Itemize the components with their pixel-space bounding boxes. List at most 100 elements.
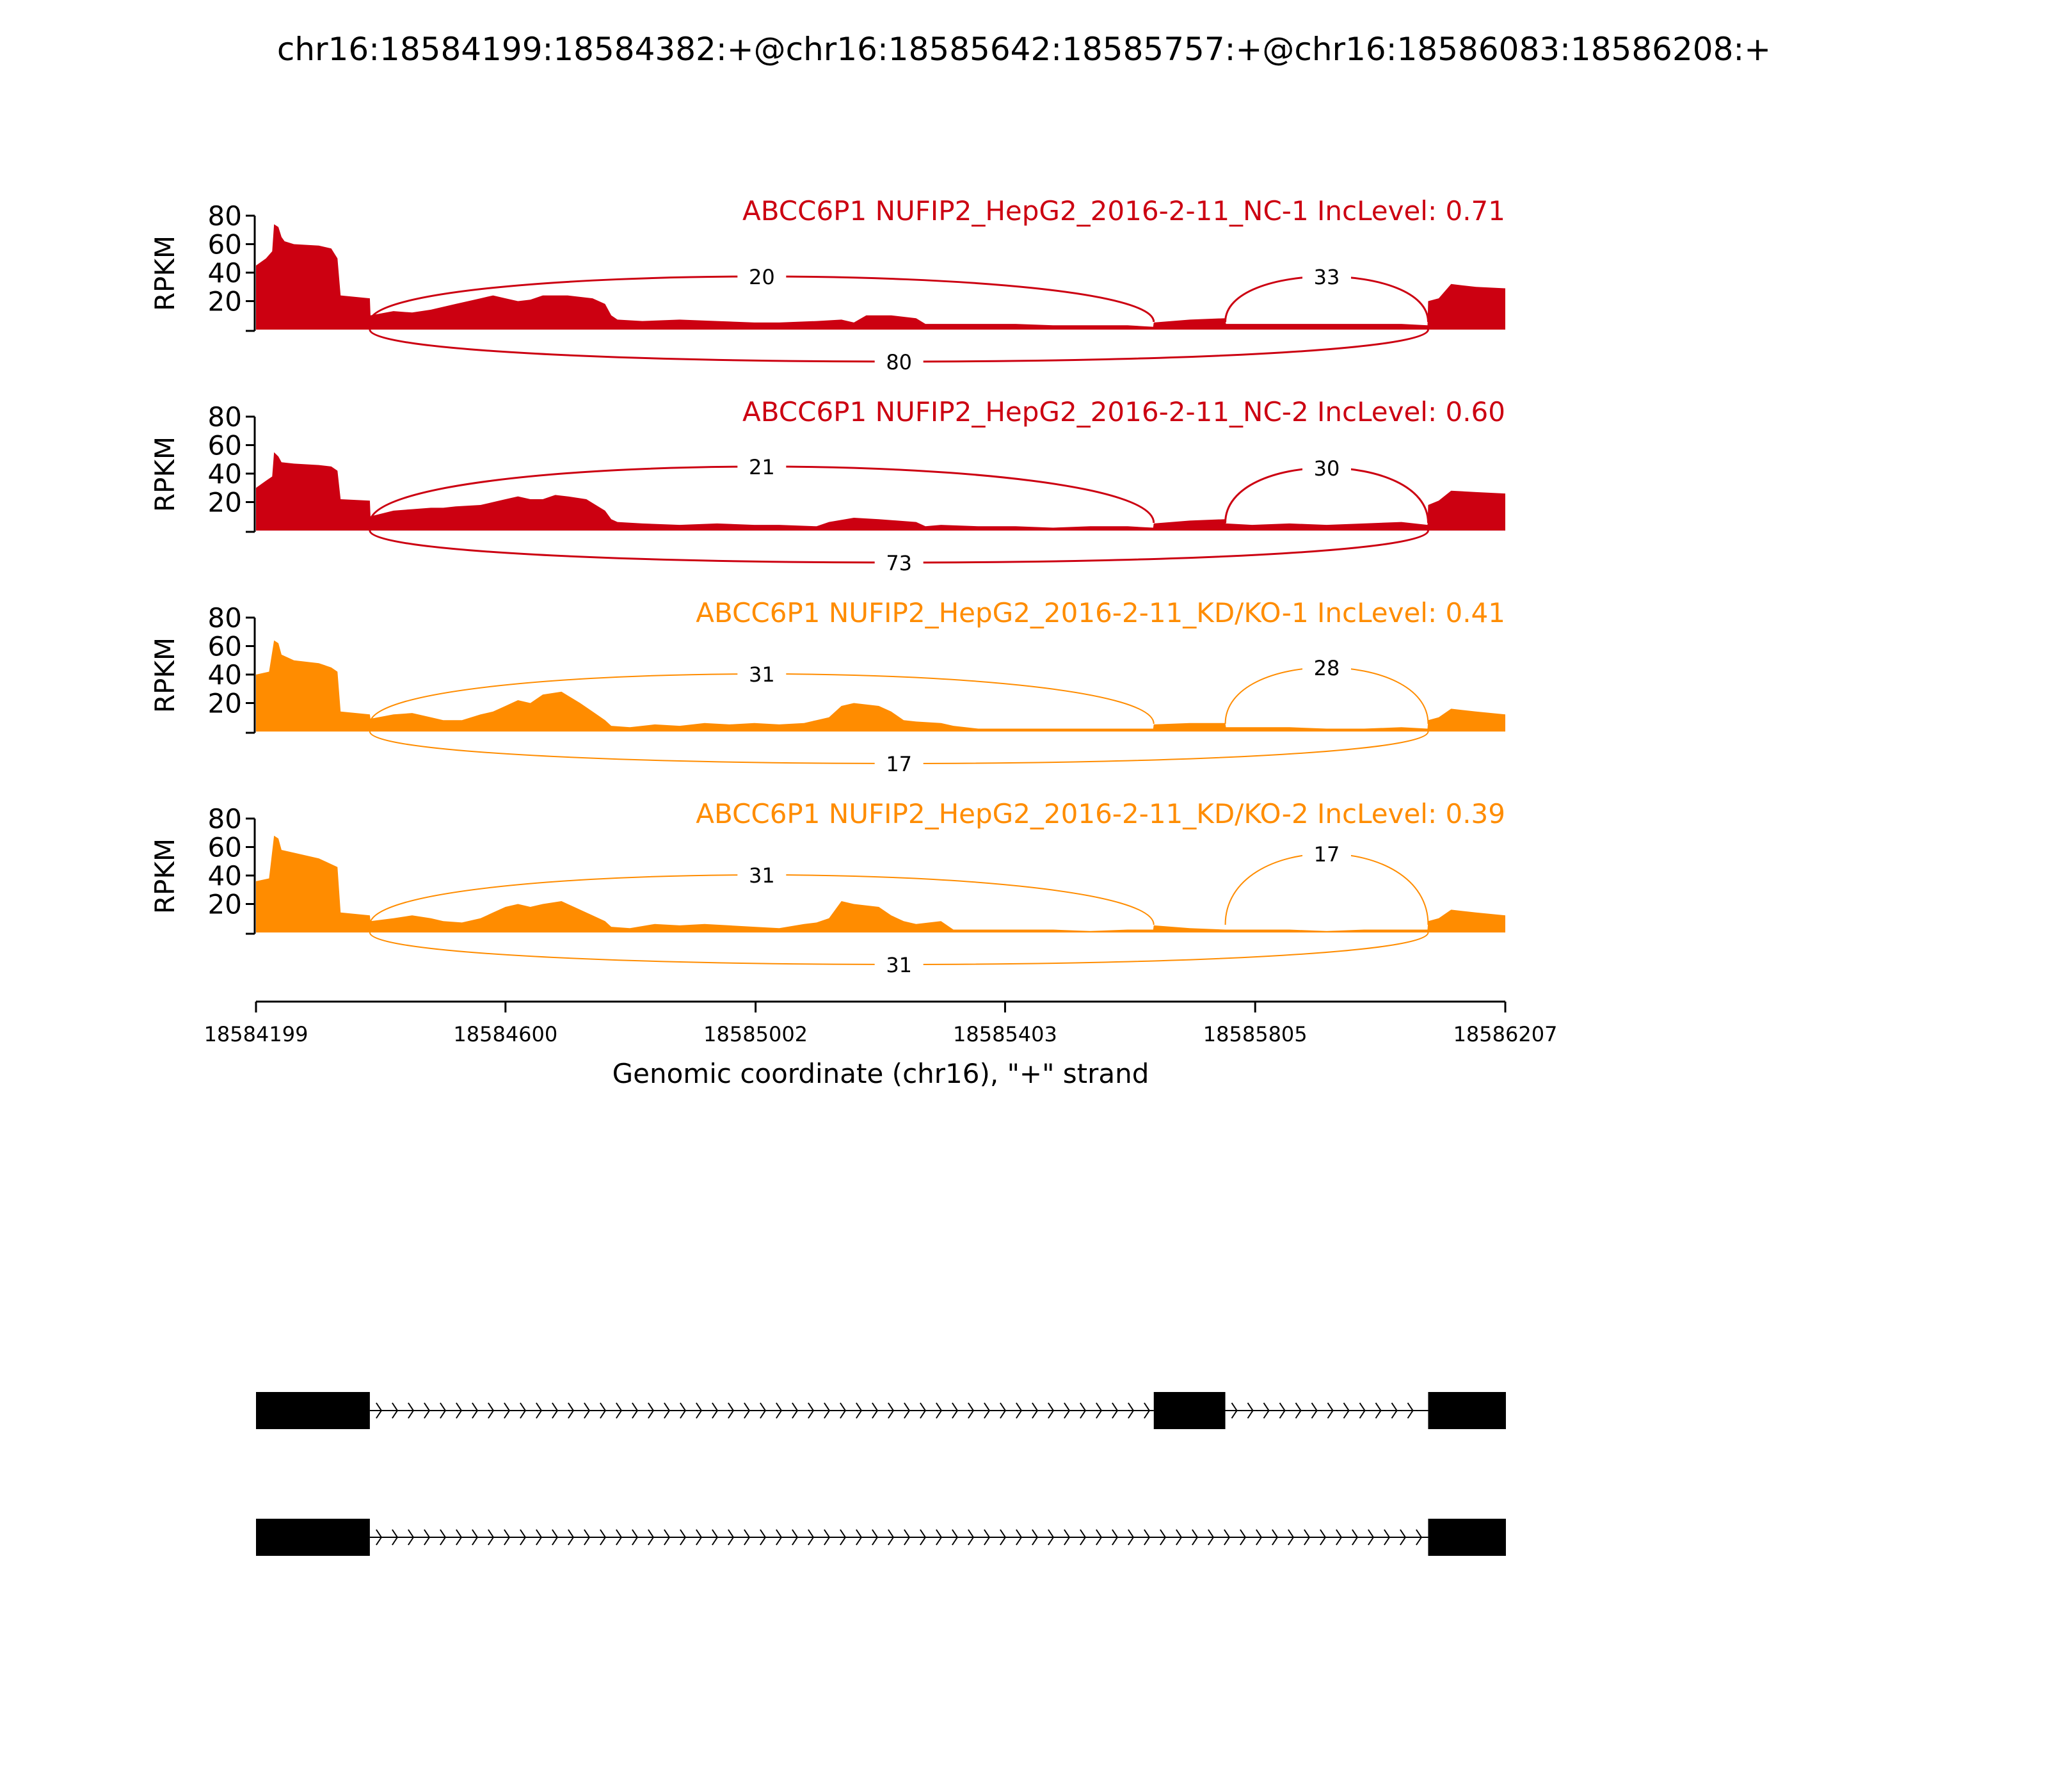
strand-chevron bbox=[904, 1529, 911, 1546]
transcript-2 bbox=[256, 1519, 1506, 1556]
sample-label: ABCC6P1 NUFIP2_HepG2_2016-2-11_KD/KO-1 I… bbox=[696, 597, 1505, 628]
strand-chevron bbox=[392, 1529, 399, 1546]
strand-chevron bbox=[536, 1529, 543, 1546]
strand-chevron bbox=[552, 1529, 559, 1546]
strand-chevron bbox=[872, 1529, 879, 1546]
strand-chevron bbox=[1064, 1402, 1071, 1419]
strand-chevron bbox=[1263, 1402, 1270, 1419]
strand-chevron bbox=[728, 1529, 735, 1546]
y-axis-label: RPKM bbox=[149, 236, 180, 311]
strand-chevron bbox=[488, 1529, 495, 1546]
junction-inclusion-left-label: 31 bbox=[749, 662, 775, 687]
junction-skipping-label: 73 bbox=[886, 551, 912, 575]
strand-chevron bbox=[712, 1402, 719, 1419]
strand-chevron bbox=[744, 1402, 751, 1419]
strand-chevron bbox=[1320, 1529, 1327, 1546]
strand-chevron bbox=[584, 1529, 591, 1546]
strand-chevron bbox=[760, 1402, 767, 1419]
y-axis-label: RPKM bbox=[149, 436, 180, 512]
strand-chevron bbox=[1279, 1402, 1286, 1419]
y-tick-label: 80 bbox=[208, 200, 242, 232]
strand-chevron bbox=[856, 1402, 863, 1419]
exon-block bbox=[1428, 1392, 1506, 1429]
strand-chevron bbox=[408, 1529, 415, 1546]
strand-chevron bbox=[568, 1529, 575, 1546]
x-axis: 18584199 18584600 18585002 18585403 18585805… bbox=[204, 1000, 1558, 1089]
strand-chevron bbox=[1288, 1529, 1295, 1546]
strand-chevron bbox=[1336, 1529, 1343, 1546]
strand-chevron bbox=[584, 1402, 591, 1419]
strand-chevron bbox=[1247, 1402, 1254, 1419]
strand-chevron bbox=[1176, 1529, 1183, 1546]
x-tick-label: 18584199 bbox=[204, 1022, 308, 1046]
strand-chevron bbox=[728, 1402, 735, 1419]
strand-chevron bbox=[1144, 1402, 1151, 1419]
strand-chevron bbox=[552, 1402, 559, 1419]
strand-chevron bbox=[1016, 1529, 1023, 1546]
transcript-1 bbox=[256, 1392, 1506, 1429]
strand-chevron bbox=[1160, 1529, 1167, 1546]
strand-chevron bbox=[1343, 1402, 1350, 1419]
junction-inclusion-right-label-bg bbox=[1302, 454, 1352, 479]
junction-skipping-label: 80 bbox=[886, 350, 912, 374]
junction-inclusion-left-label: 20 bbox=[749, 265, 775, 289]
strand-chevron bbox=[920, 1402, 927, 1419]
x-tick-label: 18586207 bbox=[1453, 1022, 1558, 1046]
x-ticks: 18584199 18584600 18585002 18585403 18585805… bbox=[204, 1002, 1558, 1046]
exon-block bbox=[1428, 1519, 1506, 1556]
strand-chevron bbox=[1000, 1529, 1007, 1546]
junction-skipping-label: 31 bbox=[886, 953, 912, 977]
junction-inclusion-left-label: 21 bbox=[749, 455, 775, 479]
junction-inclusion-right-label: 30 bbox=[1314, 456, 1340, 481]
exon-block bbox=[256, 1519, 370, 1556]
junction-inclusion-right-label: 17 bbox=[1314, 842, 1340, 867]
junction-inclusion-left-label-bg bbox=[737, 262, 787, 288]
strand-chevron bbox=[792, 1529, 799, 1546]
strand-chevron bbox=[1208, 1529, 1215, 1546]
sample-label: ABCC6P1 NUFIP2_HepG2_2016-2-11_NC-1 IncL… bbox=[742, 195, 1505, 227]
strand-chevron bbox=[1032, 1402, 1039, 1419]
strand-chevron bbox=[1416, 1529, 1423, 1546]
strand-chevron bbox=[1048, 1529, 1055, 1546]
y-tick-label: 60 bbox=[208, 631, 242, 662]
strand-chevron bbox=[1400, 1529, 1407, 1546]
junction-inclusion-right-label-bg bbox=[1302, 840, 1352, 865]
coverage-area bbox=[256, 835, 1505, 932]
strand-chevron bbox=[1391, 1402, 1398, 1419]
strand-chevron bbox=[1096, 1402, 1103, 1419]
y-tick-label: 80 bbox=[208, 401, 242, 433]
junction-inclusion-left-label: 31 bbox=[749, 863, 775, 888]
junction-inclusion-left-label-bg bbox=[737, 861, 787, 886]
strand-chevron bbox=[456, 1529, 463, 1546]
strand-chevron bbox=[1096, 1529, 1103, 1546]
strand-chevron bbox=[1295, 1402, 1302, 1419]
strand-chevron bbox=[1016, 1402, 1023, 1419]
strand-chevron bbox=[1240, 1529, 1247, 1546]
y-axis-label: RPKM bbox=[149, 637, 180, 713]
strand-chevron bbox=[424, 1529, 431, 1546]
strand-chevron bbox=[1256, 1529, 1263, 1546]
y-axis-label: RPKM bbox=[149, 838, 180, 914]
strand-chevron bbox=[760, 1529, 767, 1546]
y-tick-label: 60 bbox=[208, 832, 242, 863]
strand-chevron bbox=[1128, 1402, 1135, 1419]
coverage-area bbox=[256, 452, 1505, 531]
strand-chevron bbox=[936, 1402, 943, 1419]
strand-chevron bbox=[520, 1529, 527, 1546]
strand-chevron bbox=[488, 1402, 495, 1419]
y-tick-label: 20 bbox=[208, 688, 242, 719]
strand-chevron bbox=[808, 1529, 815, 1546]
gene-models bbox=[256, 1392, 1506, 1556]
strand-chevron bbox=[888, 1402, 895, 1419]
strand-chevron bbox=[1352, 1529, 1359, 1546]
strand-chevron bbox=[1327, 1402, 1334, 1419]
junction-inclusion-left-label-bg bbox=[737, 660, 787, 685]
strand-chevron bbox=[1112, 1529, 1119, 1546]
strand-chevron bbox=[504, 1402, 511, 1419]
strand-chevron bbox=[1112, 1402, 1119, 1419]
junction-inclusion-right-label-bg bbox=[1302, 262, 1352, 288]
